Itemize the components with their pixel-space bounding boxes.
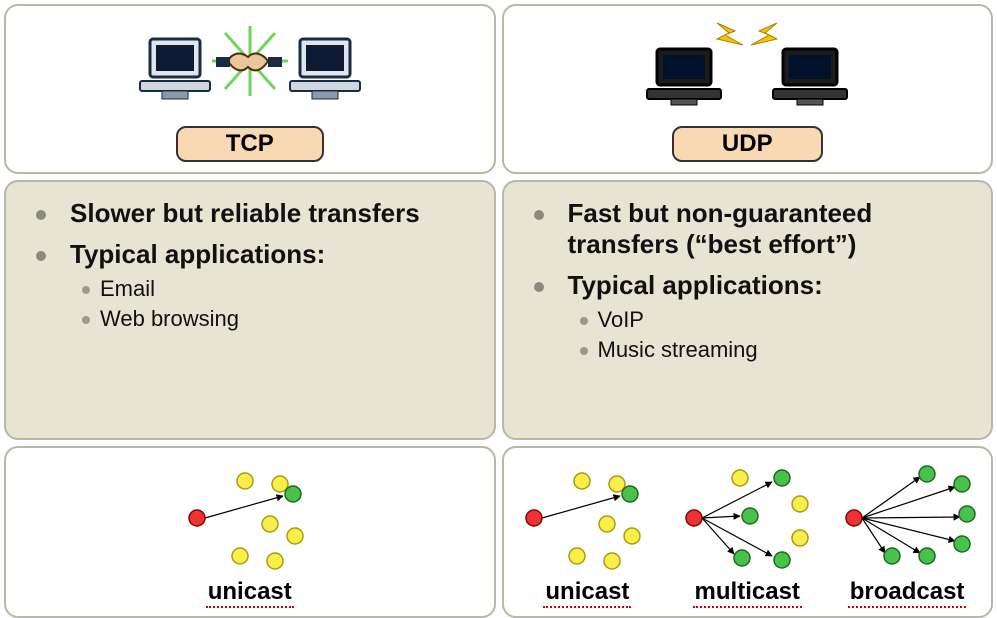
udp-feature: Typical applications: VoIP Music streami… <box>544 270 968 363</box>
tcp-feature: Typical applications: Email Web browsing <box>46 239 470 332</box>
tcp-feature-text: Slower but reliable transfers <box>70 198 420 228</box>
unicast-label: unicast <box>206 578 294 608</box>
tcp-subfeature: Email <box>70 276 470 302</box>
tcp-illustration-panel: TCP <box>4 4 496 174</box>
tcp-label: TCP <box>176 126 324 162</box>
tcp-features-panel: Slower but reliable transfers Typical ap… <box>4 180 496 440</box>
tcp-subfeature: Web browsing <box>70 306 470 332</box>
tcp-handshake-illustration <box>6 6 494 126</box>
udp-computer-right-icon <box>773 49 847 105</box>
tcp-feature: Slower but reliable transfers <box>46 198 470 229</box>
tcp-computer-right-icon <box>290 39 360 99</box>
udp-subfeature: Music streaming <box>568 337 968 363</box>
multicast-diagram: multicast <box>667 454 827 612</box>
tcp-feature-text: Typical applications: <box>70 239 325 269</box>
udp-subfeature: VoIP <box>568 307 968 333</box>
unicast-diagram: unicast <box>10 454 490 612</box>
multicast-label: multicast <box>693 578 802 608</box>
unicast-label: unicast <box>543 578 631 608</box>
lightning-icon <box>717 23 777 45</box>
udp-cast-panel: unicast multicast broadcast <box>502 446 994 618</box>
tcp-cast-panel: unicast <box>4 446 496 618</box>
handshake-icon <box>216 54 282 71</box>
udp-wireless-illustration <box>504 6 992 126</box>
broadcast-diagram: broadcast <box>827 454 987 612</box>
udp-computer-left-icon <box>647 49 721 105</box>
comparison-grid: TCP <box>4 4 993 610</box>
broadcast-label: broadcast <box>848 578 967 608</box>
unicast-diagram: unicast <box>508 454 668 612</box>
udp-feature-text: Typical applications: <box>568 270 823 300</box>
udp-feature: Fast but non-guaranteed transfers (“best… <box>544 198 968 260</box>
tcp-computer-left-icon <box>140 39 210 99</box>
udp-feature-text: Fast but non-guaranteed transfers (“best… <box>568 198 873 259</box>
udp-features-panel: Fast but non-guaranteed transfers (“best… <box>502 180 994 440</box>
udp-illustration-panel: UDP <box>502 4 994 174</box>
udp-label: UDP <box>672 126 823 162</box>
